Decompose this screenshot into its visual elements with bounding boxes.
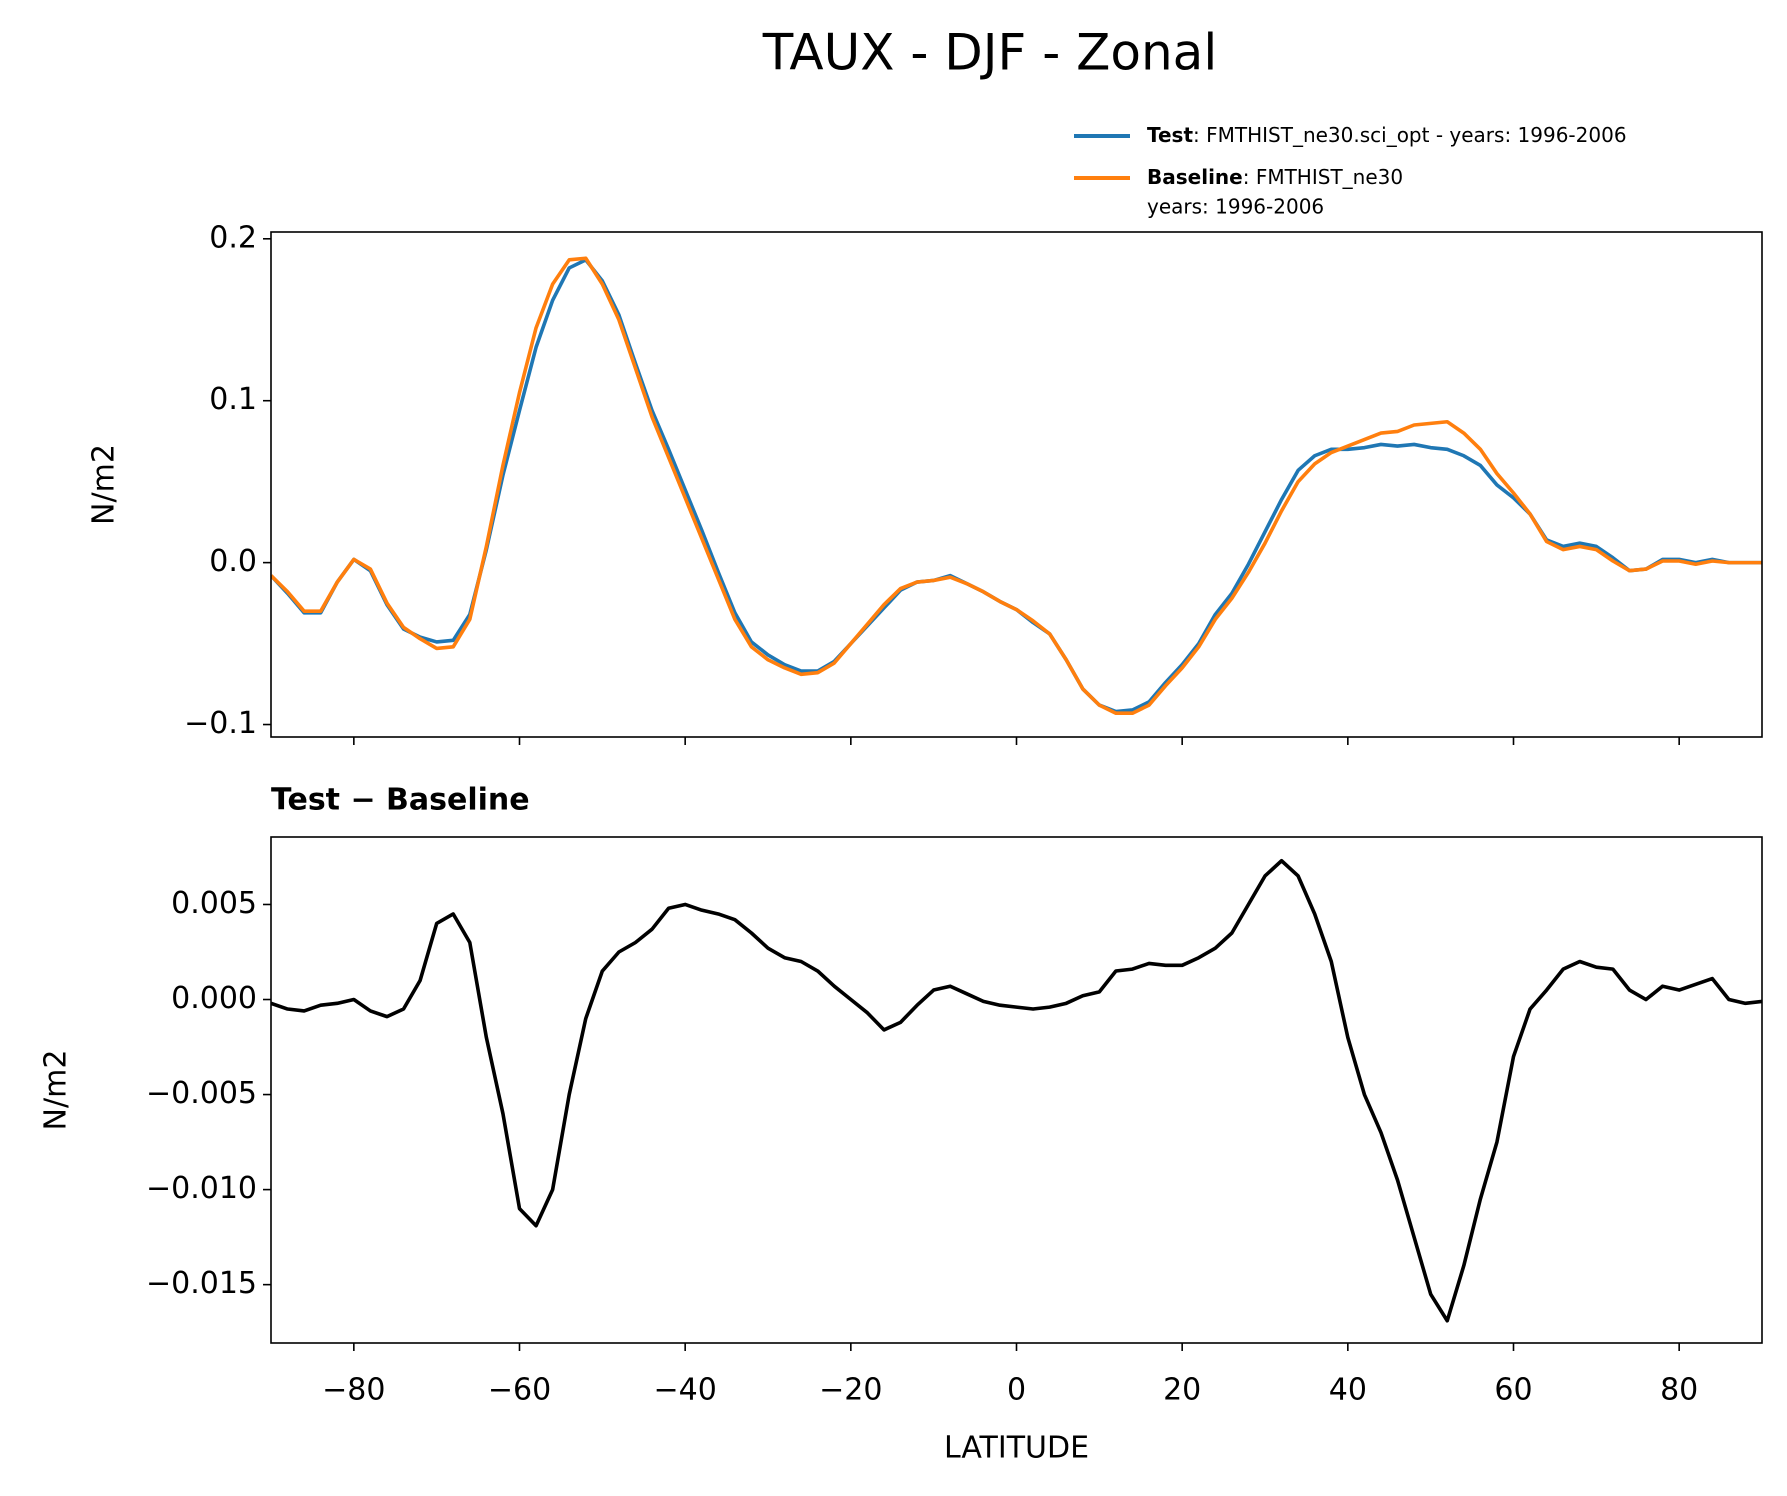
x-tick-label: −80: [322, 1373, 385, 1408]
y-axis-label: N/m2: [87, 444, 122, 525]
y-tick-label: −0.010: [146, 1171, 257, 1206]
plot-frame: [270, 836, 1763, 1344]
data-line: [271, 256, 1762, 715]
legend-label: Baseline: FMTHIST_ne30: [1147, 165, 1403, 189]
x-tick-label: 80: [1660, 1373, 1698, 1408]
legend-name: Test: [1147, 123, 1193, 147]
x-tick-label: 0: [1007, 1373, 1026, 1408]
y-tick-label: −0.005: [146, 1076, 257, 1111]
legend-text: : FMTHIST_ne30.sci_opt - years: 1996-200…: [1193, 123, 1627, 147]
y-tick-label: 0.000: [171, 981, 257, 1016]
figure-title: TAUX - DJF - Zonal: [762, 24, 1217, 82]
plot-frame: [270, 231, 1763, 738]
x-tick-label: −40: [654, 1373, 717, 1408]
legend-text: : FMTHIST_ne30: [1243, 165, 1403, 189]
legend-text: years: 1996-2006: [1147, 195, 1324, 219]
y-tick-label: 0.0: [209, 544, 257, 579]
x-tick-label: −20: [819, 1373, 882, 1408]
panel-title: Test − Baseline: [271, 783, 530, 818]
legend-label: Test: FMTHIST_ne30.sci_opt - years: 1996…: [1147, 123, 1627, 147]
data-line: [271, 258, 1762, 714]
y-tick-label: −0.1: [184, 706, 257, 741]
x-axis-label: LATITUDE: [944, 1431, 1089, 1466]
x-tick-label: −60: [488, 1373, 551, 1408]
x-tick-label: 60: [1494, 1373, 1532, 1408]
y-axis-label: N/m2: [39, 1050, 74, 1131]
y-tick-label: 0.2: [209, 220, 257, 255]
legend-name: Baseline: [1147, 165, 1243, 189]
x-tick-label: 20: [1163, 1373, 1201, 1408]
y-tick-label: −0.015: [146, 1266, 257, 1301]
data-line: [271, 858, 1762, 1323]
x-tick-label: 40: [1329, 1373, 1367, 1408]
y-tick-label: 0.005: [171, 886, 257, 921]
y-tick-label: 0.1: [209, 382, 257, 417]
